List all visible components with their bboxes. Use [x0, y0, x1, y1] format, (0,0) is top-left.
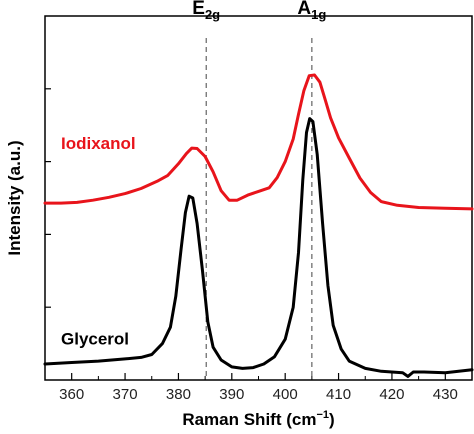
series-line-glycerol [43, 117, 474, 378]
series-label-iodixanol: Iodixanol [61, 134, 136, 153]
y-axis [45, 88, 51, 308]
y-axis-title: Intensity (a.u.) [5, 140, 24, 255]
x-tick-label: 370 [113, 386, 138, 403]
peak-label-base: E [192, 0, 205, 19]
peak-label: A1g [297, 0, 326, 22]
peak-label-base: A [297, 0, 311, 19]
x-tick-label: 400 [273, 386, 298, 403]
x-axis-title: Raman Shift (cm−1) [182, 409, 334, 429]
series-line-iodixanol [43, 73, 474, 211]
peak-label: E2g [192, 0, 220, 22]
peak-label-subscript: 2g [205, 7, 220, 22]
series-layer: Iodixanol Glycerol [43, 73, 474, 378]
x-tick-label: 380 [166, 386, 191, 403]
x-tick-label: 420 [379, 386, 404, 403]
x-axis-title-superscript: −1 [316, 409, 329, 421]
peak-annotations: E2g A1g [192, 0, 326, 380]
x-tick-label: 390 [219, 386, 244, 403]
x-tick-label: 410 [326, 386, 351, 403]
x-axis-title-main: Raman Shift (cm [182, 410, 316, 429]
peak-label-subscript: 1g [311, 7, 326, 22]
x-axis-title-end: ) [329, 410, 335, 429]
x-axis: 360 370 380 390 400 410 420 430 [44, 373, 473, 403]
x-tick-label: 430 [433, 386, 458, 403]
series-label-glycerol: Glycerol [61, 329, 129, 348]
x-tick-label: 360 [59, 386, 84, 403]
